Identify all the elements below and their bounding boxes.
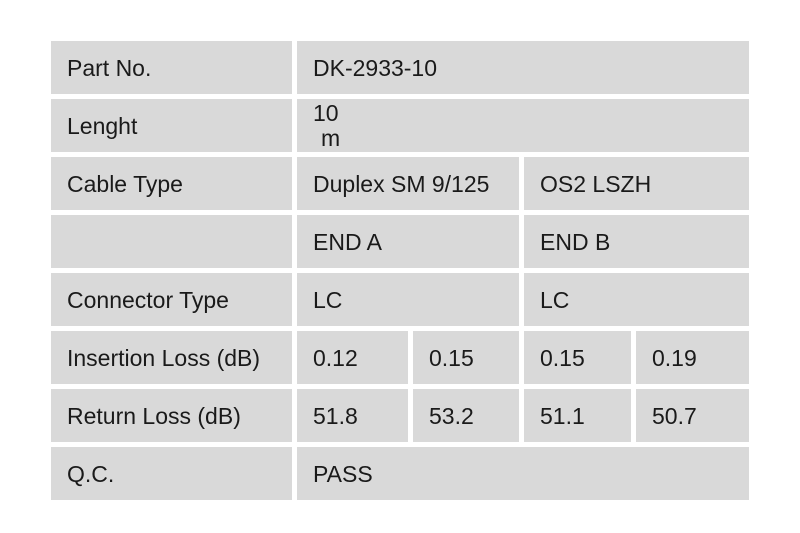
return-loss-end-b-1: 51.1 (524, 389, 631, 442)
row-return-loss: Return Loss (dB) 51.8 53.2 51.1 50.7 (51, 389, 750, 442)
end-b-header: END B (524, 215, 750, 268)
row-qc: Q.C. PASS (51, 447, 750, 500)
end-headers-empty-cell (51, 215, 292, 268)
length-value: 10 (313, 100, 339, 126)
row-part-no: Part No. DK-2933-10 (51, 41, 750, 94)
cable-type-end-a: Duplex SM 9/125 (297, 157, 519, 210)
return-loss-end-a-2: 53.2 (413, 389, 519, 442)
row-end-headers: END A END B (51, 215, 750, 268)
connector-type-end-b: LC (524, 273, 750, 326)
length-label: Lenght (51, 99, 292, 152)
row-connector-type: Connector Type LC LC (51, 273, 750, 326)
length-unit: m (321, 125, 341, 151)
insertion-loss-end-a-1: 0.12 (297, 331, 408, 384)
insertion-loss-end-b-2: 0.19 (636, 331, 750, 384)
length-value-cell: 10 m (297, 99, 750, 152)
return-loss-label: Return Loss (dB) (51, 389, 292, 442)
connector-type-end-a: LC (297, 273, 519, 326)
end-a-header: END A (297, 215, 519, 268)
insertion-loss-end-a-2: 0.15 (413, 331, 519, 384)
cable-type-label: Cable Type (51, 157, 292, 210)
insertion-loss-label: Insertion Loss (dB) (51, 331, 292, 384)
qc-spec-table-container: Part No. DK-2933-10 Lenght 10 m Cable Ty… (46, 36, 754, 505)
return-loss-end-a-1: 51.8 (297, 389, 408, 442)
part-no-label: Part No. (51, 41, 292, 94)
row-length: Lenght 10 m (51, 99, 750, 152)
insertion-loss-end-b-1: 0.15 (524, 331, 631, 384)
row-cable-type: Cable Type Duplex SM 9/125 OS2 LSZH (51, 157, 750, 210)
return-loss-end-b-2: 50.7 (636, 389, 750, 442)
part-no-value: DK-2933-10 (297, 41, 750, 94)
row-insertion-loss: Insertion Loss (dB) 0.12 0.15 0.15 0.19 (51, 331, 750, 384)
cable-type-end-b: OS2 LSZH (524, 157, 750, 210)
connector-type-label: Connector Type (51, 273, 292, 326)
qc-spec-table: Part No. DK-2933-10 Lenght 10 m Cable Ty… (46, 36, 754, 505)
qc-label: Q.C. (51, 447, 292, 500)
qc-value: PASS (297, 447, 750, 500)
